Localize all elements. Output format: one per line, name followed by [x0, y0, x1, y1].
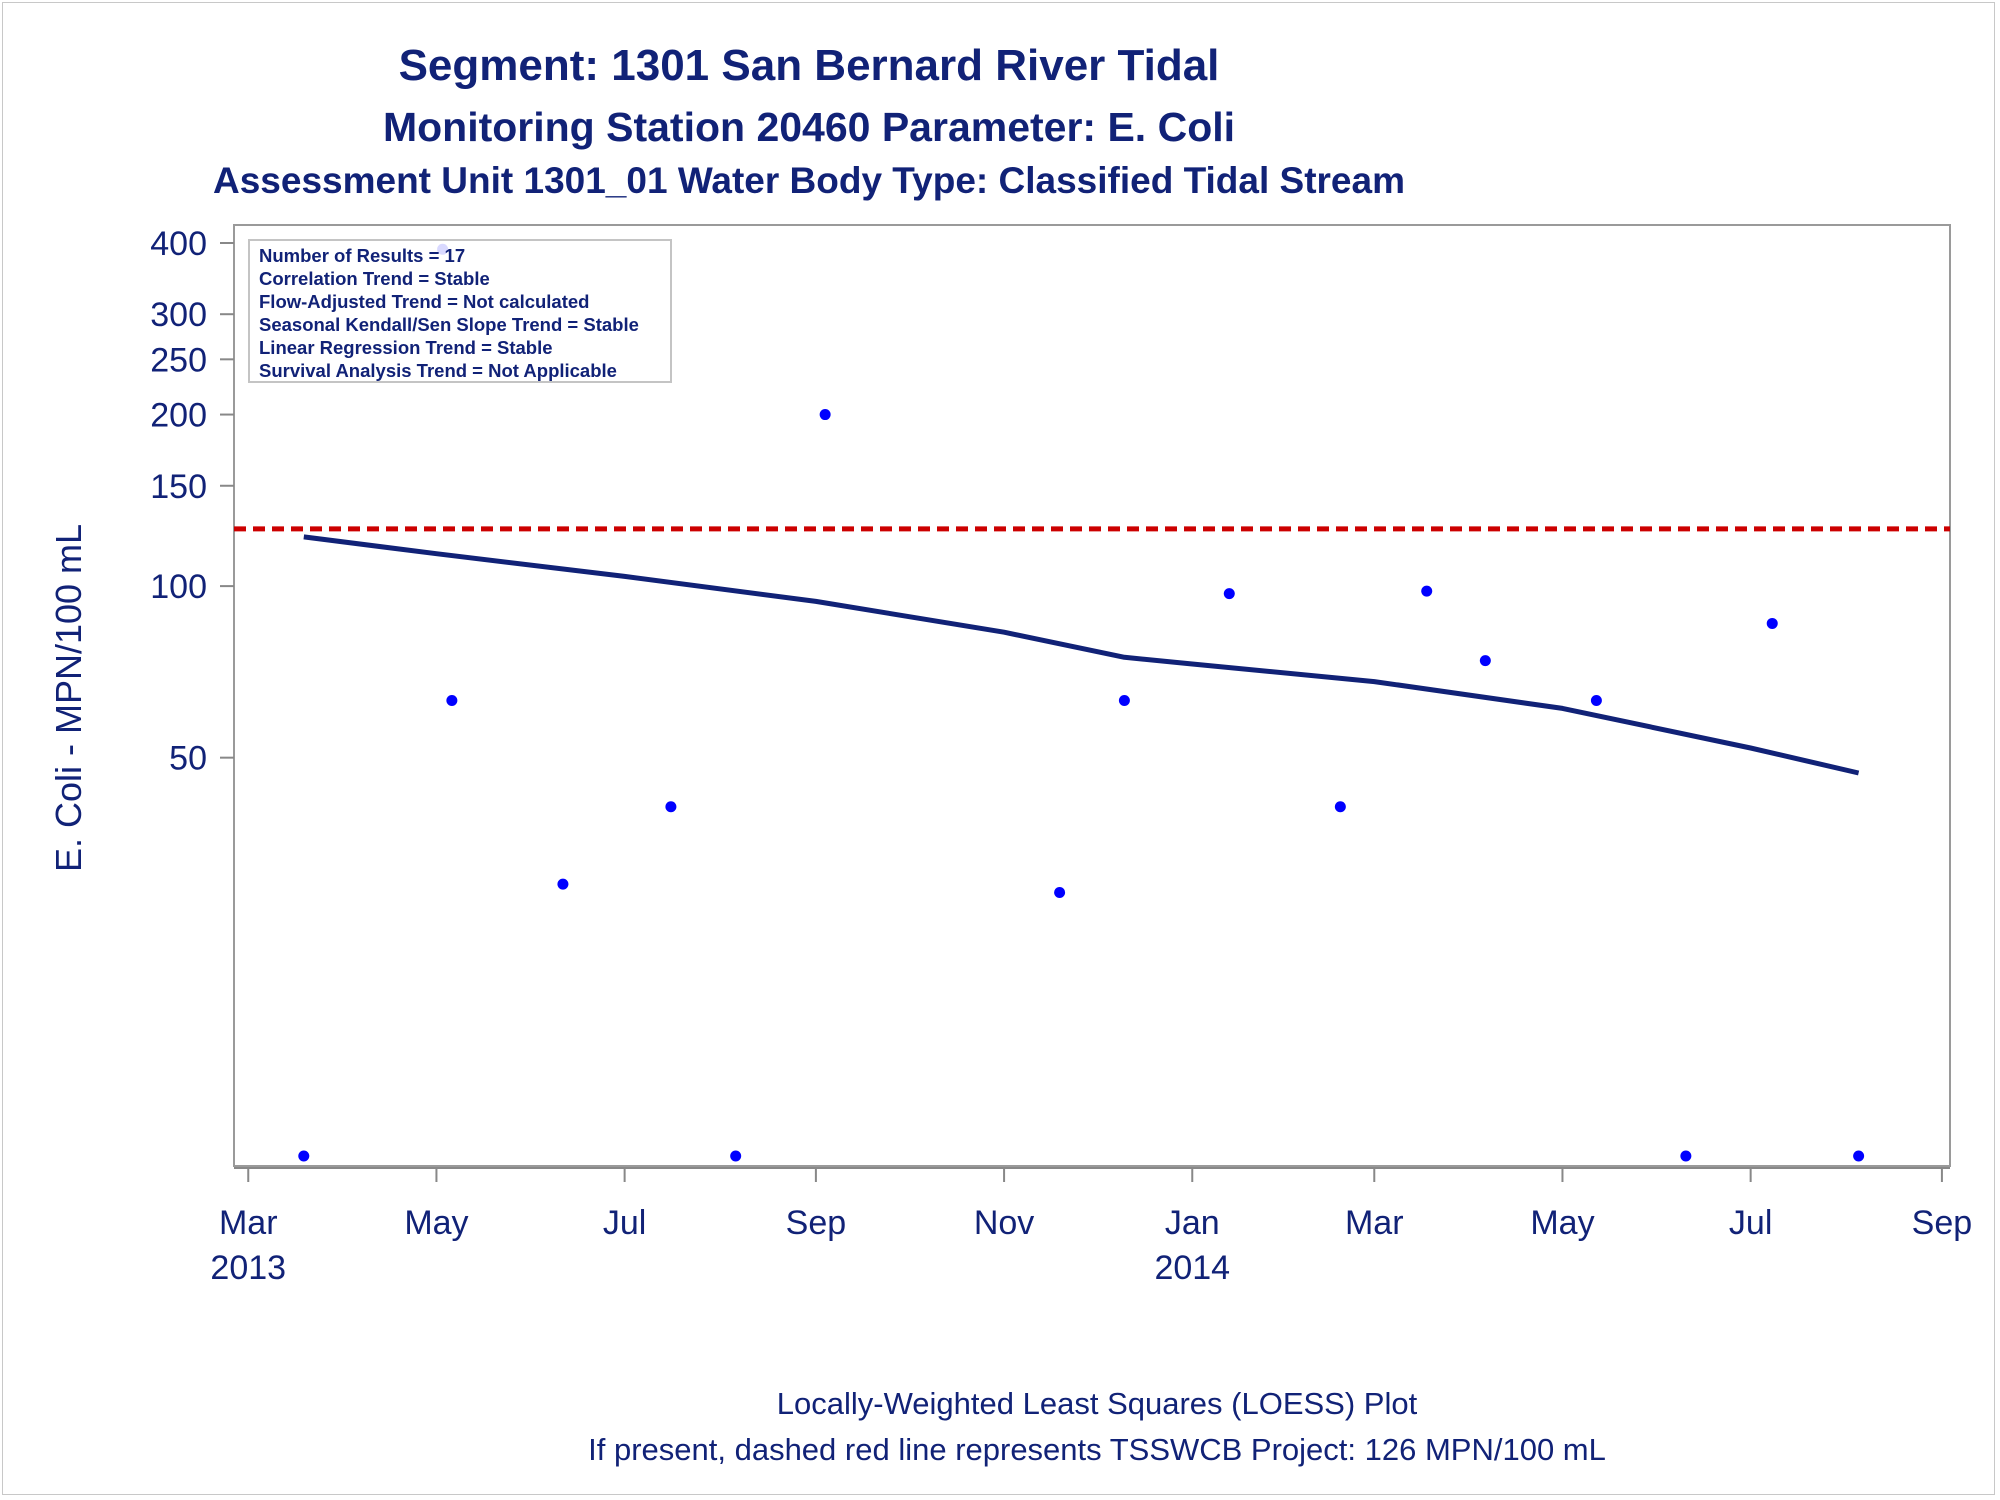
data-point [819, 409, 831, 421]
y-tick-label: 250 [150, 341, 207, 379]
data-point [557, 878, 569, 890]
data-point [446, 694, 458, 706]
footnote-reference: If present, dashed red line represents T… [588, 1432, 1606, 1467]
x-tick-label: Mar [219, 1204, 278, 1242]
chart-subtitle-assessment: Assessment Unit 1301_01 Water Body Type:… [213, 160, 1405, 201]
data-point [1853, 1150, 1865, 1162]
data-point [1421, 585, 1433, 597]
x-tick-label: May [404, 1204, 468, 1242]
stats-survival-analysis-trend: Survival Analysis Trend = Not Applicable [259, 360, 617, 381]
data-point [1479, 655, 1491, 667]
loess-chart: Segment: 1301 San Bernard River Tidal Mo… [48, 41, 1972, 1467]
y-tick-label: 100 [150, 568, 207, 606]
y-tick-label: 50 [169, 740, 207, 778]
x-tick-label: Mar [1345, 1204, 1404, 1242]
x-tick-label: May [1530, 1204, 1594, 1242]
chart-subtitle-station: Monitoring Station 20460 Parameter: E. C… [383, 104, 1235, 150]
x-tick-label: Jan [1165, 1204, 1220, 1242]
loess-curve [303, 534, 1860, 776]
data-point [1223, 588, 1235, 600]
data-point [1118, 694, 1130, 706]
stats-linear-regression-trend: Linear Regression Trend = Stable [259, 337, 553, 358]
stats-box-frame [248, 239, 672, 383]
data-point [298, 1150, 310, 1162]
y-tick-label: 200 [150, 397, 207, 435]
footnote-loess: Locally-Weighted Least Squares (LOESS) P… [777, 1386, 1418, 1421]
x-tick-label: Sep [1912, 1204, 1973, 1242]
stats-correlation-trend: Correlation Trend = Stable [259, 268, 490, 289]
data-point [1334, 801, 1346, 813]
x-tick-label: Sep [786, 1204, 847, 1242]
loess-layer [303, 534, 1860, 776]
stats-box: Number of Results = 17 Correlation Trend… [248, 239, 672, 383]
x-tick-year-label: 2013 [210, 1249, 286, 1287]
data-point [1680, 1150, 1692, 1162]
x-tick-label: Nov [974, 1204, 1034, 1242]
y-tick-label: 150 [150, 468, 207, 506]
data-point [665, 801, 677, 813]
stats-seasonal-kendall-trend: Seasonal Kendall/Sen Slope Trend = Stabl… [259, 314, 639, 335]
stats-flow-adjusted-trend: Flow-Adjusted Trend = Not calculated [259, 291, 589, 312]
data-point [1766, 617, 1778, 629]
stats-number-of-results: Number of Results = 17 [259, 245, 465, 266]
y-axis-label: E. Coli - MPN/100 mL [48, 524, 89, 872]
y-tick-label: 400 [150, 225, 207, 263]
data-point [730, 1150, 742, 1162]
data-point [1054, 886, 1066, 898]
x-tick-year-label: 2014 [1154, 1249, 1230, 1287]
x-tick-label: Jul [603, 1204, 646, 1242]
y-tick-label: 300 [150, 296, 207, 334]
x-tick-label: Jul [1729, 1204, 1772, 1242]
plot-area [233, 224, 1951, 1167]
axes: 50 100 150 200 250 300 400 Mar 2013 May Jul Sep Nov J… [150, 225, 1972, 1287]
data-point [1590, 694, 1602, 706]
chart-title: Segment: 1301 San Bernard River Tidal [399, 41, 1220, 90]
